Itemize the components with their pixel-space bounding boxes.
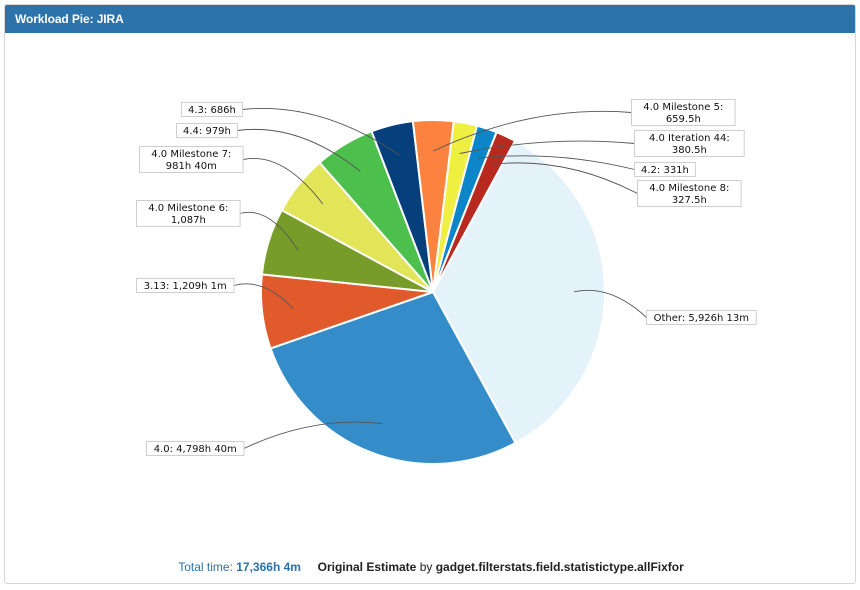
label-box (631, 99, 736, 126)
pie-slices (260, 119, 606, 465)
label-text: 4.0 Milestone 8: (649, 183, 729, 194)
label-text: Other: 5,926h 13m (654, 313, 749, 324)
pie-label-4-0-milestone-8: 4.0 Milestone 8:327.5h (637, 180, 742, 207)
label-text: 4.0 Milestone 7: (151, 149, 231, 160)
pie-slice-other[interactable] (431, 139, 606, 445)
label-connector (239, 211, 299, 251)
label-box (646, 310, 757, 325)
pie-label-4-0-iteration-44: 4.0 Iteration 44:380.5h (634, 130, 745, 157)
label-text: 4.0 Iteration 44: (649, 133, 730, 144)
pie-label-4-3: 4.3: 686h (181, 102, 243, 117)
pie-slice-4-0-milestone-8[interactable] (432, 130, 517, 293)
pie-labels: Other: 5,926h 13m 4.0: 4,798h 40m 3.13: 1,… (136, 99, 757, 456)
workload-pie-gadget: Workload Pie: JIRA Other: 5,926h 13m 4.0:… (4, 4, 856, 584)
gadget-title: Workload Pie: JIRA (5, 5, 855, 33)
label-connector (242, 108, 400, 156)
label-box (136, 278, 235, 293)
label-text: 4.2: 331h (641, 165, 689, 176)
label-text: 4.0 Milestone 6: (148, 203, 228, 214)
label-text: 380.5h (672, 145, 707, 156)
label-text: 1,087h (171, 215, 206, 226)
pie-label-4-0-milestone-5: 4.0 Milestone 5:659.5h (631, 99, 736, 126)
label-box (146, 441, 245, 456)
label-box (176, 123, 238, 138)
label-text: 981h 40m (166, 161, 217, 172)
label-connector (459, 140, 635, 154)
pie-label-4-0: 4.0: 4,798h 40m (146, 441, 245, 456)
label-connector (243, 158, 324, 205)
label-box (637, 180, 742, 207)
label-box (181, 102, 243, 117)
label-connector (243, 421, 383, 449)
grouping-field: gadget.filterstats.field.statistictype.a… (435, 560, 684, 574)
label-connector (237, 128, 361, 172)
label-box (634, 130, 745, 157)
pie-slice-4-0[interactable] (269, 290, 517, 465)
pie-label-4-0-milestone-6: 4.0 Milestone 6:1,087h (136, 200, 241, 227)
pie-label-other: Other: 5,926h 13m (646, 310, 757, 325)
pie-label-3-13: 3.13: 1,209h 1m (136, 278, 235, 293)
label-text: 4.3: 686h (188, 105, 236, 116)
label-text: 3.13: 1,209h 1m (144, 281, 227, 292)
total-time-value: 17,366h 4m (236, 560, 301, 574)
pie-label-4-0-milestone-7: 4.0 Milestone 7:981h 40m (139, 146, 244, 173)
label-box (139, 146, 244, 173)
label-text: 4.0: 4,798h 40m (154, 444, 237, 455)
statistic-type: Original Estimate (317, 560, 417, 574)
by-text: by (419, 560, 433, 574)
pie-label-4-4: 4.4: 979h (176, 123, 238, 138)
label-connector (433, 110, 632, 152)
label-connector (573, 289, 647, 318)
label-box (136, 200, 241, 227)
label-box (634, 162, 696, 177)
label-connector (477, 155, 635, 170)
label-connector (492, 162, 638, 194)
pie-chart: Other: 5,926h 13m 4.0: 4,798h 40m 3.13: 1,… (136, 99, 757, 465)
label-text: 327.5h (672, 195, 707, 206)
label-connectors (233, 108, 647, 449)
total-time-label: Total time: (178, 560, 233, 574)
label-connector (233, 283, 294, 309)
label-text: 4.4: 979h (183, 126, 231, 137)
pie-label-4-2: 4.2: 331h (634, 162, 696, 177)
label-text: 4.0 Milestone 5: (643, 102, 723, 113)
chart-footer: Total time: 17,366h 4m Original Estimate… (5, 560, 855, 574)
label-text: 659.5h (666, 114, 701, 125)
